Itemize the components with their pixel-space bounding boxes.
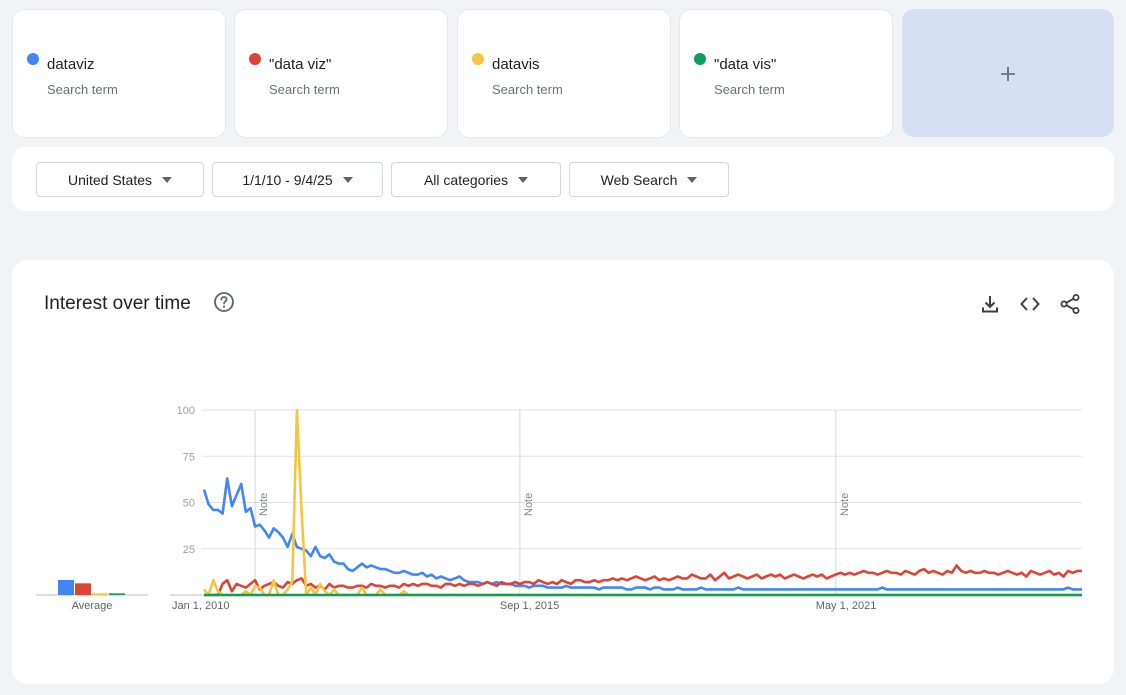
caret-down-icon [687, 176, 698, 183]
term-type-label: Search term [269, 82, 340, 97]
caret-down-icon [162, 176, 173, 183]
y-tick-label: 25 [183, 544, 195, 556]
note-label: Note [258, 493, 270, 516]
term-name: "data viz" [269, 56, 332, 73]
average-bar-2 [92, 593, 108, 595]
term-type-label: Search term [714, 82, 785, 97]
region-dropdown[interactable]: United States [36, 162, 204, 197]
date-range-dropdown[interactable]: 1/1/10 - 9/4/25 [212, 162, 383, 197]
term-color-dot [694, 53, 706, 65]
x-tick-label: Sep 1, 2015 [500, 600, 559, 612]
filters-bar: United States 1/1/10 - 9/4/25 All catego… [12, 147, 1114, 211]
term-color-dot [27, 53, 39, 65]
note-label: Note [839, 493, 851, 516]
search-terms-row: dataviz Search term "data viz" Search te… [12, 9, 1114, 138]
help-icon[interactable] [213, 291, 235, 313]
average-bar-0 [58, 580, 74, 595]
y-tick-label: 75 [183, 451, 195, 463]
y-tick-label: 50 [183, 498, 195, 510]
share-icon[interactable] [1059, 293, 1081, 315]
x-tick-label: Jan 1, 2010 [172, 600, 230, 612]
y-tick-label: 100 [177, 405, 195, 417]
caret-down-icon [342, 176, 353, 183]
series-line-1 [204, 564, 1082, 597]
search-property-dropdown-label: Web Search [600, 171, 678, 188]
add-comparison-button[interactable] [902, 9, 1114, 137]
region-dropdown-label: United States [67, 171, 153, 188]
interest-over-time-card: Interest over time 25 50 75 100 Note Note Note… [12, 260, 1114, 684]
category-dropdown[interactable]: All categories [391, 162, 561, 197]
download-icon[interactable] [979, 293, 1001, 315]
date-range-dropdown-label: 1/1/10 - 9/4/25 [242, 171, 333, 188]
category-dropdown-label: All categories [423, 171, 509, 188]
average-bar-1 [75, 583, 91, 595]
caret-down-icon [518, 176, 529, 183]
x-tick-label: May 1, 2021 [816, 600, 877, 612]
term-name: dataviz [47, 56, 95, 73]
term-type-label: Search term [492, 82, 563, 97]
search-term-card-datavis[interactable]: datavis Search term [457, 9, 671, 138]
search-term-card-data-viz[interactable]: "data viz" Search term [234, 9, 448, 138]
term-name: "data vis" [714, 56, 777, 73]
search-term-card-data-vis[interactable]: "data vis" Search term [679, 9, 893, 138]
search-property-dropdown[interactable]: Web Search [569, 162, 729, 197]
average-bar-3 [109, 593, 125, 595]
search-term-card-dataviz[interactable]: dataviz Search term [12, 9, 226, 138]
chart-title: Interest over time [44, 293, 191, 314]
interest-over-time-chart: 25 50 75 100 Note Note Note Jan 1, 2010 Sep 1, 2… [36, 405, 1082, 612]
embed-icon[interactable] [1019, 293, 1041, 315]
term-name: datavis [492, 56, 540, 73]
term-type-label: Search term [47, 82, 118, 97]
note-label: Note [523, 493, 535, 516]
term-color-dot [472, 53, 484, 65]
average-label: Average [72, 600, 113, 612]
term-color-dot [249, 53, 261, 65]
series-line-0 [202, 477, 1082, 591]
plus-icon [1001, 67, 1015, 81]
